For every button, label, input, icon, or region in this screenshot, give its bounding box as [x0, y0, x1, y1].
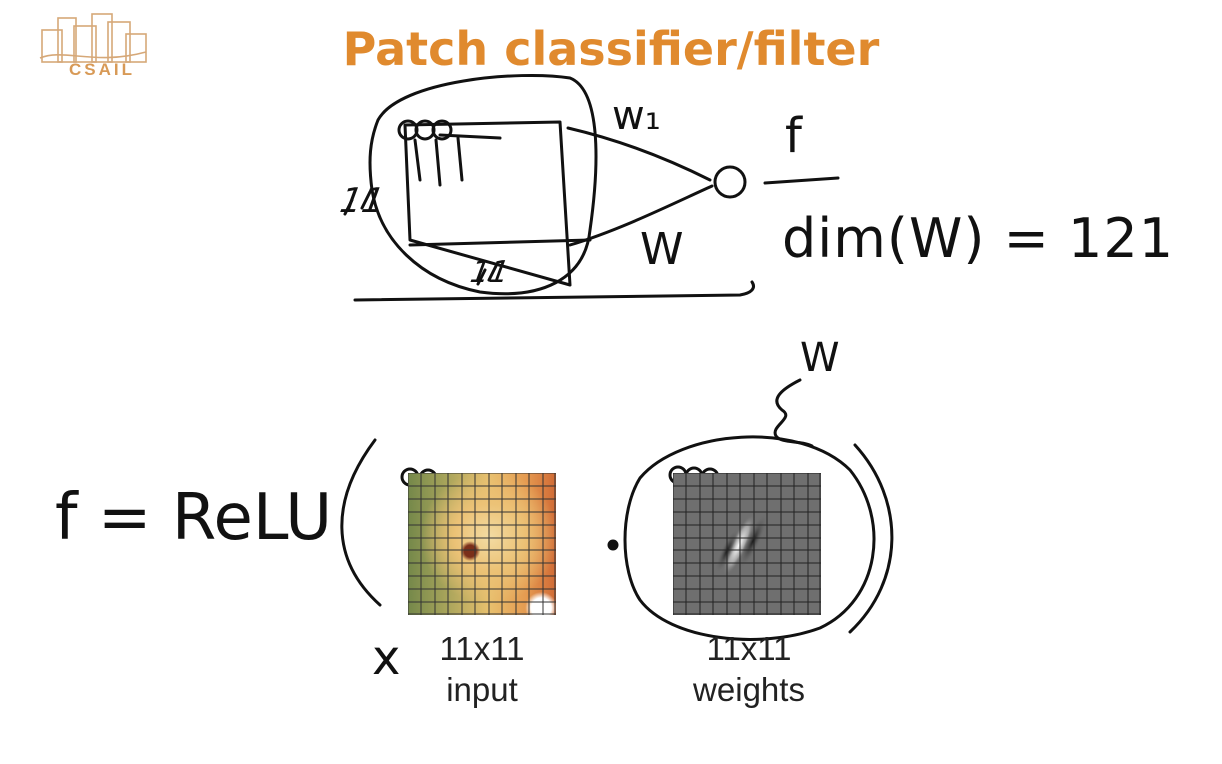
- w-pointer: [773, 378, 814, 448]
- input-caption: 11x11 input: [412, 628, 552, 711]
- patch-pixel-3: [431, 119, 453, 141]
- left-paren: [340, 438, 382, 607]
- baseline: [353, 280, 755, 302]
- dim-equation: dim(W) = 121: [782, 207, 1175, 270]
- weight-label-top: w₁: [612, 93, 661, 139]
- weights-caption-label: weights: [693, 671, 805, 709]
- dot-operator: [607, 539, 619, 551]
- slide-title: Patch classifier/filter: [342, 22, 880, 76]
- input-caption-label: input: [446, 671, 518, 709]
- right-paren: [848, 443, 894, 634]
- weights-patch-image: [673, 473, 821, 615]
- w-annotation: W: [800, 335, 840, 381]
- csail-logo-icon: [39, 13, 147, 63]
- patch-square: [403, 120, 572, 287]
- connection-top: [566, 126, 712, 182]
- equation-lhs: f = ReLU: [55, 481, 333, 555]
- weights-gabor: [673, 473, 821, 615]
- output-neuron: [713, 165, 747, 199]
- input-symbol: x: [372, 630, 401, 686]
- output-label: f: [785, 108, 802, 164]
- logo-text: CSAIL: [69, 60, 135, 79]
- input-grid-lines: [408, 473, 556, 615]
- weights-label: W: [640, 224, 684, 275]
- weights-caption: 11x11 weights: [672, 628, 826, 711]
- connection-bottom: [568, 184, 714, 247]
- patch-blob: [368, 73, 598, 296]
- input-caption-size: 11x11: [439, 630, 525, 667]
- input-patch-image: [408, 473, 556, 615]
- weights-caption-size: 11x11: [706, 630, 792, 667]
- output-line: [763, 176, 840, 185]
- weights-circle: [623, 435, 876, 641]
